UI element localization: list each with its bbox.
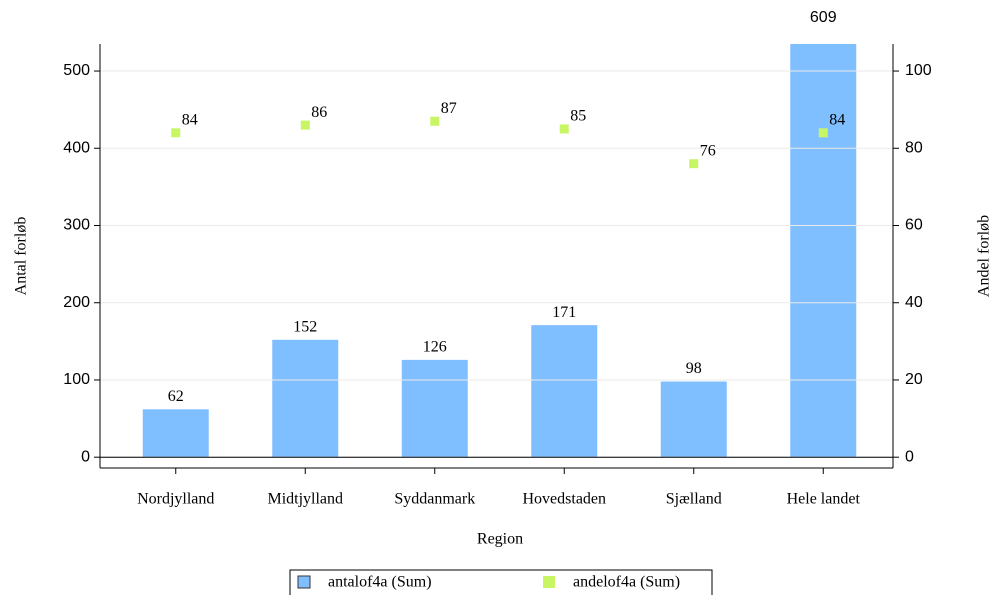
y2-tick-label: 0: [905, 448, 914, 465]
point: [430, 116, 440, 126]
bar: [790, 44, 857, 458]
legend-swatch: [543, 576, 555, 588]
y2-tick-label: 80: [905, 139, 923, 156]
bar-label: 62: [168, 388, 184, 405]
x-tick-label: Hovedstaden: [522, 491, 606, 508]
bar-label: 609: [810, 9, 837, 26]
y-tick-label: 200: [63, 294, 90, 311]
legend-box: [289, 569, 713, 595]
bar-label: 98: [686, 360, 702, 377]
x-tick-label: Midtjylland: [267, 491, 343, 508]
bar-label: 152: [293, 318, 317, 335]
point: [171, 128, 181, 138]
legend-label: antalof4a (Sum): [328, 574, 432, 591]
bar: [142, 409, 209, 458]
y-tick-label: 100: [63, 371, 90, 388]
y2-tick-label: 20: [905, 371, 923, 388]
point: [300, 120, 310, 130]
point-label: 84: [829, 111, 845, 128]
y-tick-label: 400: [63, 139, 90, 156]
bar: [531, 325, 598, 458]
point-label: 76: [700, 142, 716, 159]
y-axis-title: Antal forløb: [13, 217, 30, 296]
bar: [272, 339, 339, 458]
point-label: 85: [570, 108, 586, 125]
point-label: 84: [182, 111, 198, 128]
plot-area: [142, 44, 857, 458]
y2-axis-title: Andel forløb: [976, 215, 993, 297]
point-label: 86: [311, 104, 327, 121]
point: [559, 124, 569, 134]
x-tick-label: Nordjylland: [137, 491, 214, 508]
x-tick-label: Hele landet: [787, 491, 861, 508]
y2-tick-label: 100: [905, 62, 932, 79]
bar-label: 171: [552, 304, 576, 321]
y-tick-label: 0: [81, 448, 90, 465]
y-tick-label: 300: [63, 217, 90, 234]
legend-swatch: [297, 575, 311, 589]
bar: [660, 381, 727, 458]
point: [689, 159, 699, 169]
point: [818, 128, 828, 138]
y-tick-label: 500: [63, 62, 90, 79]
bar-label: 126: [423, 339, 447, 356]
point-label: 87: [441, 100, 457, 117]
x-tick-label: Syddanmark: [394, 491, 475, 508]
y2-tick-label: 60: [905, 217, 923, 234]
bar: [401, 359, 468, 458]
x-tick-label: Sjælland: [666, 491, 722, 508]
x-axis-title: Region: [477, 531, 523, 548]
y2-tick-label: 40: [905, 294, 923, 311]
legend-label: andelof4a (Sum): [573, 574, 680, 591]
